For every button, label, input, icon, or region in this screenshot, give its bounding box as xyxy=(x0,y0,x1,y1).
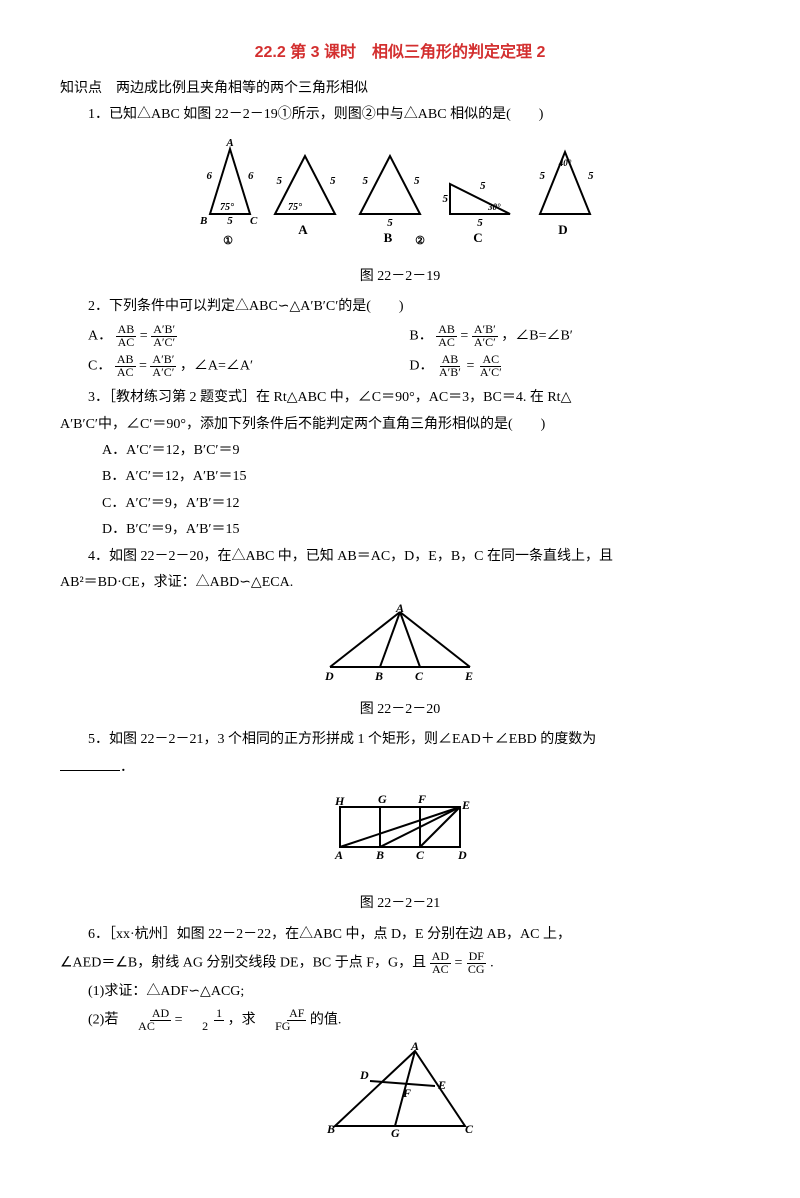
figure-5-caption: 图 22－2－21 xyxy=(60,893,740,915)
svg-text:F: F xyxy=(402,1086,411,1100)
option-3-b: B．A′C′＝12，A′B′＝15 xyxy=(60,466,740,488)
svg-text:30°: 30° xyxy=(487,202,501,212)
svg-text:75°: 75° xyxy=(220,202,234,213)
question-2: 2．下列条件中可以判定△ABC∽△A′B′C′的是( ) xyxy=(60,296,740,318)
svg-text:A: A xyxy=(225,137,233,149)
svg-text:A: A xyxy=(298,222,308,237)
figure-1: A 6 6 B C 5 75° ① 5 5 75° A 5 5 5 B ② 5 … xyxy=(60,134,740,257)
svg-text:E: E xyxy=(464,669,473,682)
svg-text:C: C xyxy=(250,215,258,227)
svg-text:5: 5 xyxy=(277,175,283,187)
question-6-sub2: (2)若 ADAC = 12 ，求 AFFG 的值. xyxy=(60,1007,740,1033)
svg-text:E: E xyxy=(461,798,470,812)
svg-text:E: E xyxy=(437,1078,446,1092)
svg-text:G: G xyxy=(391,1126,400,1140)
question-6-line2: ∠AED＝∠B，射线 AG 分别交线段 DE，BC 于点 F，G，且 ADAC … xyxy=(60,950,740,976)
svg-text:5: 5 xyxy=(414,175,420,187)
svg-text:5: 5 xyxy=(588,170,594,182)
question-1: 1．已知△ABC 如图 22－2－19①所示，则图②中与△ABC 相似的是( ) xyxy=(60,104,740,126)
svg-text:A: A xyxy=(410,1041,419,1053)
question-5-line2: ． xyxy=(60,756,740,779)
figure-4: A D B C E xyxy=(60,602,740,690)
svg-text:40°: 40° xyxy=(558,158,572,168)
svg-text:5: 5 xyxy=(477,217,483,229)
svg-text:5: 5 xyxy=(387,217,393,229)
svg-text:5: 5 xyxy=(480,180,486,192)
option-3-d: D．B′C′＝9，A′B′＝15 xyxy=(60,519,740,541)
question-4-line1: 4．如图 22－2－20，在△ABC 中，已知 AB＝AC，D，E，B，C 在同… xyxy=(60,546,740,568)
option-2-b: B． ABAC = A′B′A′C′ ，∠B=∠B′ xyxy=(409,323,702,349)
svg-text:5: 5 xyxy=(540,170,546,182)
question-2-options: A． ABAC = A′B′A′C′ B． ABAC = A′B′A′C′ ，∠… xyxy=(88,323,740,384)
option-2-c: C． ABAC = A′B′A′C′ ，∠A=∠A′ xyxy=(88,353,381,379)
svg-text:6: 6 xyxy=(207,170,213,182)
svg-text:C: C xyxy=(415,669,424,682)
svg-text:D: D xyxy=(324,669,334,682)
svg-text:C: C xyxy=(465,1122,474,1136)
svg-text:5: 5 xyxy=(363,175,369,187)
svg-text:B: B xyxy=(326,1122,335,1136)
svg-text:5: 5 xyxy=(227,215,233,227)
svg-text:75°: 75° xyxy=(288,202,302,213)
svg-text:6: 6 xyxy=(248,170,254,182)
question-6-line1: 6．［xx·杭州］如图 22－2－22，在△ABC 中，点 D，E 分别在边 A… xyxy=(60,924,740,946)
question-3-line2: A′B′C′中，∠C′＝90°，添加下列条件后不能判定两个直角三角形相似的是( … xyxy=(60,414,740,436)
svg-text:B: B xyxy=(384,230,393,245)
option-2-a: A． ABAC = A′B′A′C′ xyxy=(88,323,381,349)
svg-text:5: 5 xyxy=(443,193,449,205)
question-4-line2: AB²＝BD·CE，求证：△ABD∽△ECA. xyxy=(60,572,740,594)
figure-6: A B C D E F G xyxy=(60,1041,740,1149)
svg-text:C: C xyxy=(416,848,425,862)
svg-text:D: D xyxy=(359,1068,369,1082)
svg-text:B: B xyxy=(375,848,384,862)
svg-text:5: 5 xyxy=(330,175,336,187)
question-6-sub1: (1)求证：△ADF∽△ACG; xyxy=(60,981,740,1003)
figure-4-caption: 图 22－2－20 xyxy=(60,699,740,721)
svg-text:D: D xyxy=(558,222,567,237)
question-3-line1: 3．［教材练习第 2 题变式］在 Rt△ABC 中，∠C＝90°，AC＝3，BC… xyxy=(60,387,740,409)
figure-5: H G F E A B C D xyxy=(60,787,740,885)
svg-text:B: B xyxy=(374,669,383,682)
svg-text:C: C xyxy=(473,230,482,245)
option-3-a: A．A′C′＝12，B′C′＝9 xyxy=(60,440,740,462)
option-3-c: C．A′C′＝9，A′B′＝12 xyxy=(60,493,740,515)
option-2-d: D． ABA′B′ = ACA′C′ xyxy=(409,353,702,379)
svg-text:F: F xyxy=(417,792,426,806)
svg-text:H: H xyxy=(334,794,345,808)
svg-text:D: D xyxy=(457,848,467,862)
question-5-line1: 5．如图 22－2－21，3 个相同的正方形拼成 1 个矩形，则∠EAD＋∠EB… xyxy=(60,729,740,751)
figure-1-caption: 图 22－2－19 xyxy=(60,266,740,288)
svg-text:A: A xyxy=(334,848,343,862)
svg-text:A: A xyxy=(395,602,404,615)
svg-text:②: ② xyxy=(415,235,425,247)
svg-text:①: ① xyxy=(223,235,233,247)
svg-text:G: G xyxy=(378,792,387,806)
page-title: 22.2 第 3 课时 相似三角形的判定定理 2 xyxy=(60,40,740,66)
svg-text:B: B xyxy=(199,215,207,227)
knowledge-point: 知识点 两边成比例且夹角相等的两个三角形相似 xyxy=(60,78,740,100)
